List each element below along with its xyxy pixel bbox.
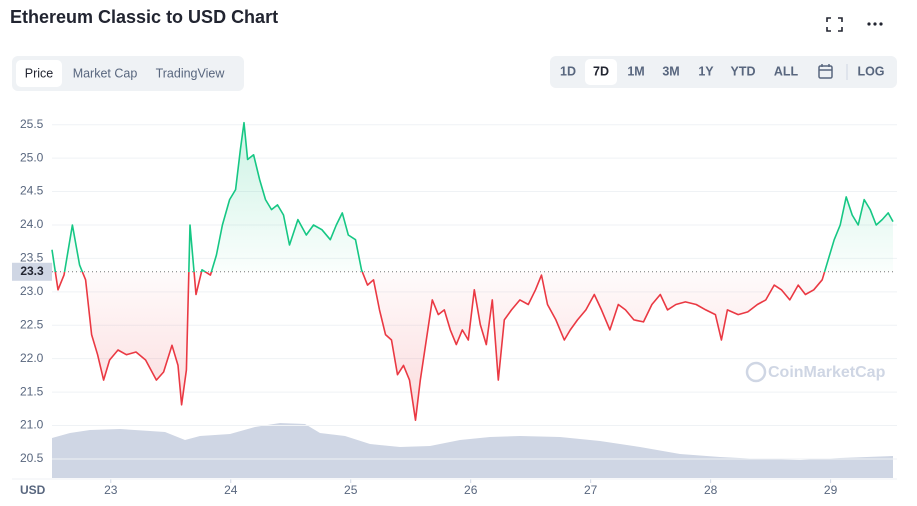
range-button[interactable]: ALL — [774, 64, 799, 78]
more-icon[interactable] — [867, 22, 883, 26]
x-tick-label: 27 — [584, 483, 598, 497]
y-tick-label: 23.0 — [20, 284, 44, 298]
x-tick-label: 25 — [344, 483, 358, 497]
range-button[interactable]: YTD — [731, 64, 756, 78]
tab-active-bg — [16, 60, 62, 87]
expand-icon[interactable] — [826, 17, 843, 32]
x-tick-label: 28 — [704, 483, 718, 497]
x-tick-label: 23 — [104, 483, 118, 497]
tab-bar — [12, 56, 244, 91]
range-button[interactable]: 1Y — [698, 64, 714, 78]
watermark: CoinMarketCap — [768, 364, 886, 381]
watermark-logo — [745, 361, 767, 383]
y-tick-label: 21.0 — [20, 418, 44, 432]
range-button[interactable]: 1D — [560, 64, 576, 78]
log-button[interactable]: LOG — [857, 64, 884, 78]
x-tick-label: 29 — [824, 483, 838, 497]
calendar-icon[interactable] — [818, 64, 833, 79]
y-tick-label: 25.0 — [20, 150, 44, 164]
y-tick-label: 22.0 — [20, 351, 44, 365]
y-tick-label: 23.5 — [20, 251, 44, 265]
baseline-label-bg — [12, 262, 52, 281]
y-tick-label: 22.5 — [20, 317, 44, 331]
y-tick-label: 21.5 — [20, 384, 44, 398]
currency-label: USD — [20, 483, 46, 497]
x-tick-label: 24 — [224, 483, 238, 497]
volume-area — [52, 423, 893, 478]
y-tick-label: 24.5 — [20, 184, 44, 198]
range-bar — [550, 56, 897, 88]
y-tick-label: 24.0 — [20, 217, 44, 231]
range-active-bg — [585, 59, 617, 85]
tab[interactable]: Market Cap — [73, 66, 138, 80]
y-tick-label: 25.5 — [20, 117, 44, 131]
tab[interactable]: Price — [25, 66, 54, 80]
range-button[interactable]: 1M — [627, 64, 644, 78]
range-button[interactable]: 7D — [593, 64, 609, 78]
chart-title: Ethereum Classic to USD Chart — [10, 7, 278, 27]
baseline-label: 23.3 — [20, 264, 44, 278]
y-tick-label: 20.5 — [20, 451, 44, 465]
price-line — [51, 121, 894, 421]
price-area — [52, 122, 893, 421]
tab[interactable]: TradingView — [156, 66, 226, 80]
x-tick-label: 26 — [464, 483, 478, 497]
range-button[interactable]: 3M — [662, 64, 679, 78]
